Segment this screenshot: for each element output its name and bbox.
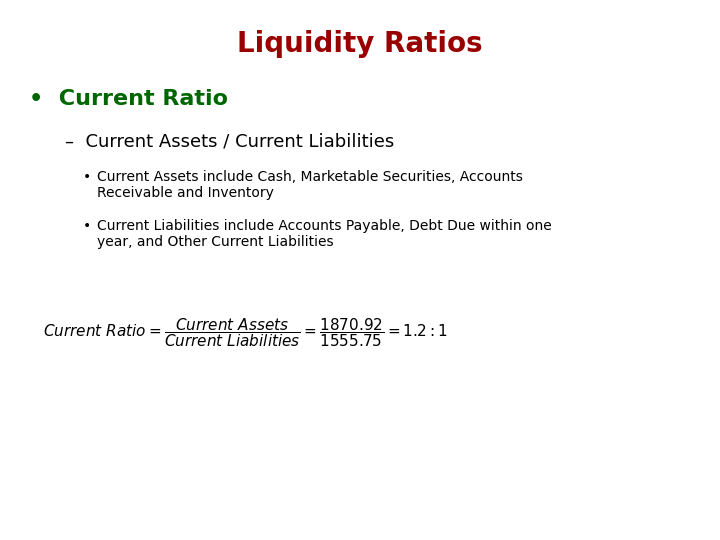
Text: •  Current Ratio: • Current Ratio: [29, 89, 228, 109]
Text: •: •: [83, 170, 91, 184]
Text: Liquidity Ratios: Liquidity Ratios: [237, 30, 483, 58]
Text: •: •: [83, 219, 91, 233]
Text: $\mathit{Current\ Ratio} = \dfrac{\mathit{Current\ Assets}}{\mathit{Current\ Lia: $\mathit{Current\ Ratio} = \dfrac{\mathi…: [43, 316, 448, 349]
Text: –  Current Assets / Current Liabilities: – Current Assets / Current Liabilities: [65, 132, 394, 150]
Text: Current Assets include Cash, Marketable Securities, Accounts
Receivable and Inve: Current Assets include Cash, Marketable …: [97, 170, 523, 200]
Text: Current Liabilities include Accounts Payable, Debt Due within one
year, and Othe: Current Liabilities include Accounts Pay…: [97, 219, 552, 249]
